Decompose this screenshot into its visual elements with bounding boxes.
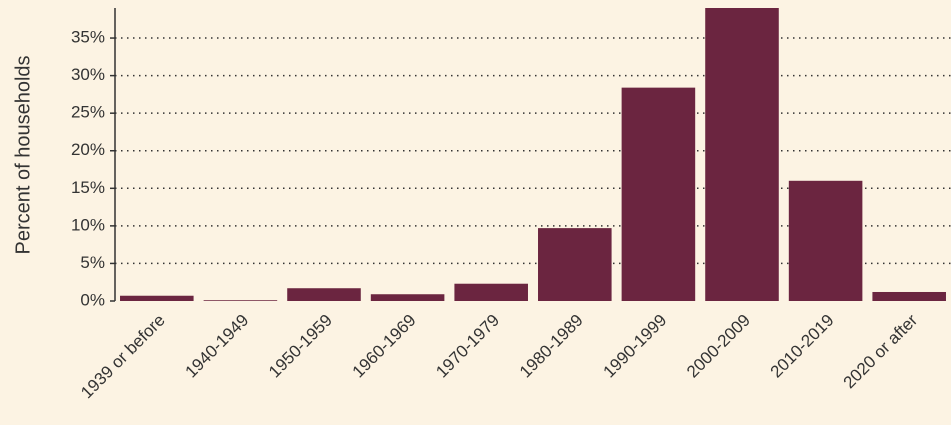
bar (621, 87, 696, 301)
bar (705, 8, 779, 301)
y-tick-label: 15% (71, 178, 105, 197)
y-tick-label: 5% (80, 253, 105, 272)
y-tick-label: 35% (71, 28, 105, 47)
bar (370, 294, 445, 301)
bar (454, 283, 528, 301)
y-tick-label: 30% (71, 65, 105, 84)
y-tick-label: 25% (71, 103, 105, 122)
y-axis-label: Percent of households (12, 55, 34, 254)
y-tick-label: 10% (71, 215, 105, 234)
bar (788, 180, 863, 301)
bar (538, 228, 612, 301)
y-tick-label: 20% (71, 140, 105, 159)
bar (120, 295, 194, 301)
bar (203, 300, 278, 301)
bar (872, 291, 946, 301)
y-tick-label: 0% (80, 290, 105, 309)
bar (287, 288, 361, 301)
